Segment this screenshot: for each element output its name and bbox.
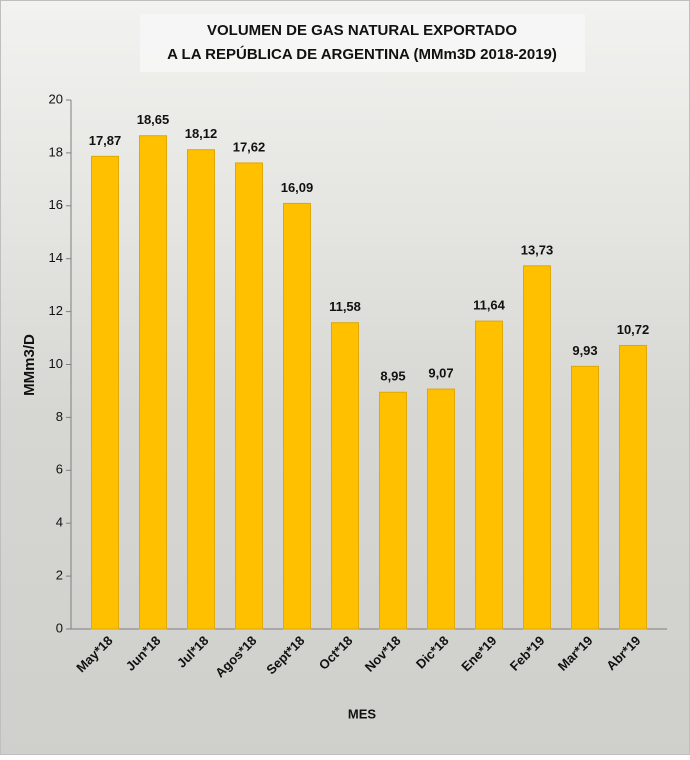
bar	[475, 320, 503, 630]
bar	[523, 265, 551, 630]
value-label: 16,09	[281, 180, 314, 195]
value-label: 17,87	[89, 133, 122, 148]
bar	[427, 388, 455, 630]
value-label: 18,12	[185, 126, 218, 141]
y-tick-label: 2	[56, 568, 63, 583]
bar	[187, 149, 215, 630]
bar	[379, 391, 407, 630]
value-label: 18,65	[137, 112, 170, 127]
bar	[91, 155, 119, 630]
y-tick-label: 8	[56, 409, 63, 424]
y-tick-label: 20	[49, 91, 63, 106]
bar	[571, 365, 599, 630]
y-tick-label: 4	[56, 515, 63, 530]
y-tick-label: 10	[49, 356, 63, 371]
bar	[619, 344, 647, 630]
y-tick-label: 6	[56, 462, 63, 477]
value-label: 10,72	[617, 322, 650, 337]
title-box	[140, 14, 585, 72]
y-tick-label: 12	[49, 303, 63, 318]
bar	[235, 162, 263, 630]
y-tick-label: 0	[56, 620, 63, 635]
value-label: 17,62	[233, 139, 266, 154]
value-label: 9,93	[572, 343, 597, 358]
chart-title: A LA REPÚBLICA DE ARGENTINA (MMm3D 2018-…	[167, 45, 557, 63]
y-tick-label: 18	[49, 144, 63, 159]
y-axis-label: MMm3/D	[21, 334, 38, 396]
value-label: 8,95	[380, 369, 405, 384]
chart-title: VOLUMEN DE GAS NATURAL EXPORTADO	[207, 22, 517, 39]
value-label: 9,07	[428, 366, 453, 381]
bar	[139, 135, 167, 630]
value-label: 11,58	[329, 299, 361, 314]
value-label: 11,64	[473, 298, 506, 313]
value-label: 13,73	[521, 242, 554, 257]
y-tick-label: 14	[49, 250, 63, 265]
x-axis-label: MES	[348, 706, 377, 721]
y-tick-label: 16	[49, 197, 63, 212]
bar	[283, 202, 311, 630]
bar	[331, 322, 359, 630]
